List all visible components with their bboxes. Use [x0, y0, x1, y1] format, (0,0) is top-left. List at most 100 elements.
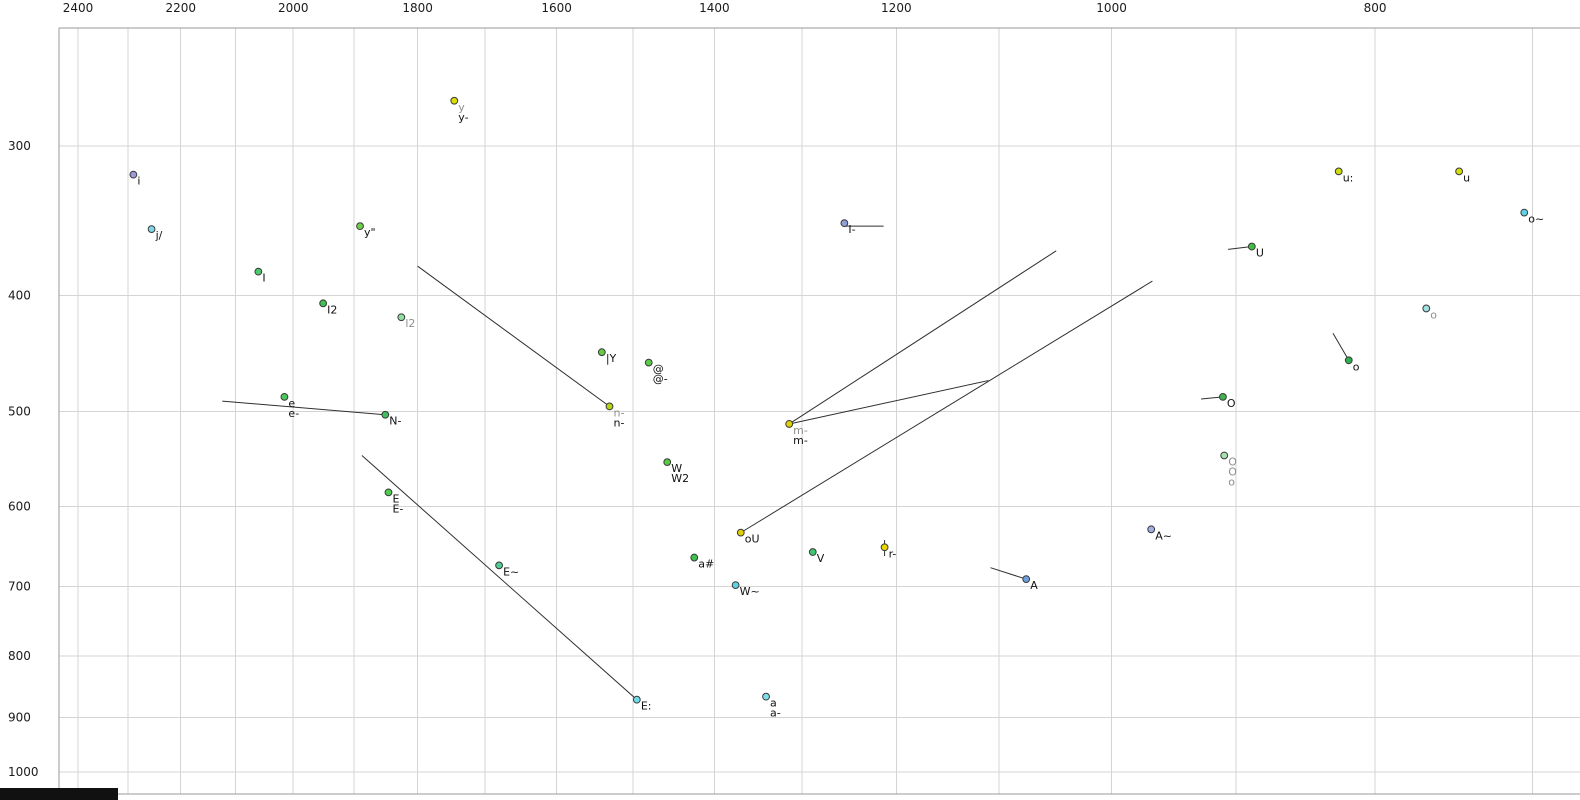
data-point-cap-i-bar[interactable] — [840, 219, 849, 228]
data-point-cap-a[interactable] — [1022, 575, 1031, 584]
point-label-cap-i2: I2 — [327, 303, 337, 316]
data-point-a[interactable] — [762, 692, 770, 701]
data-point-cap-e-nasal[interactable] — [495, 561, 503, 570]
data-point-m[interactable] — [785, 420, 794, 428]
point-label-cap-i: I — [262, 272, 265, 285]
data-point-r[interactable] — [880, 543, 889, 552]
data-point-j-slash[interactable] — [147, 225, 156, 234]
point-label-n: n- — [614, 416, 625, 429]
data-point-cap-w[interactable] — [663, 458, 672, 467]
y-tick-label: 900 — [8, 710, 31, 724]
point-label-cap-o: O — [1227, 397, 1236, 410]
point-label-m: m- — [793, 424, 808, 437]
point-label-cap-u: U — [1256, 247, 1264, 260]
point-label-y: y — [458, 101, 465, 114]
point-label-o-light: o — [1430, 308, 1437, 321]
y-tick-label: 300 — [8, 139, 31, 153]
point-label-ou: oU — [745, 533, 760, 546]
data-point-u[interactable] — [1455, 167, 1464, 176]
point-label-schwa: @ — [653, 363, 664, 376]
point-label-cap-a-nasal: A~ — [1155, 529, 1172, 542]
data-point-cap-n[interactable] — [381, 410, 390, 419]
data-point-schwa[interactable] — [644, 358, 653, 367]
point-label-cap-w-nasal: W~ — [740, 585, 760, 598]
y-tick-label: 600 — [8, 499, 31, 513]
point-label-cap-e-long: E: — [641, 700, 652, 713]
trajectory-line — [361, 455, 638, 701]
point-label-l2: l2 — [405, 317, 415, 330]
data-point-u-long[interactable] — [1334, 167, 1343, 176]
data-point-e[interactable] — [280, 392, 289, 401]
x-tick-label: 1200 — [881, 1, 912, 15]
data-point-y[interactable] — [450, 96, 459, 105]
data-point-cap-e[interactable] — [384, 488, 393, 497]
point-label-u: u — [1463, 171, 1470, 184]
data-point-cap-i2[interactable] — [319, 299, 328, 308]
data-point-cap-a-nasal[interactable] — [1147, 525, 1156, 534]
point-label-o: o — [1353, 360, 1360, 373]
point-label-cap-o-light: O — [1228, 455, 1237, 468]
x-tick-label: 1600 — [541, 1, 572, 15]
y-tick-label: 1000 — [8, 765, 39, 779]
x-tick-label: 2000 — [278, 1, 309, 15]
data-point-ou[interactable] — [736, 528, 745, 537]
point-label-u-long: u: — [1343, 171, 1354, 184]
data-point-cap-e-long[interactable] — [632, 695, 641, 704]
point-label-r: r- — [889, 547, 897, 560]
data-point-n[interactable] — [605, 402, 614, 411]
point-label-a: a- — [770, 707, 781, 720]
data-point-o-light[interactable] — [1422, 304, 1431, 313]
point-label-y-umlaut: y" — [364, 226, 376, 239]
data-point-bar-y[interactable] — [597, 348, 606, 357]
point-label-cap-w: W2 — [671, 472, 689, 485]
data-point-cap-v[interactable] — [808, 548, 817, 556]
point-label-schwa: @- — [653, 373, 668, 386]
trajectory-line — [990, 567, 1027, 580]
x-tick-label: 1800 — [402, 1, 433, 15]
point-label-cap-o-light: o — [1228, 475, 1235, 488]
x-tick-label: 800 — [1364, 1, 1387, 15]
point-label-i: i — [137, 175, 140, 188]
bottom-left-dark-region — [0, 788, 118, 800]
point-label-cap-i-bar: I- — [848, 223, 855, 236]
x-tick-label: 2400 — [63, 1, 94, 15]
y-tick-label: 800 — [8, 649, 31, 663]
point-label-cap-e: E- — [392, 502, 403, 515]
trajectory-line — [788, 250, 1057, 425]
point-label-cap-o-light: O — [1228, 465, 1237, 478]
trajectory-line — [789, 380, 989, 425]
data-point-i[interactable] — [129, 170, 138, 179]
point-label-e: e — [288, 397, 295, 410]
y-tick-label: 400 — [8, 289, 31, 303]
point-label-cap-w: W — [671, 462, 682, 475]
point-label-o-nasal: o~ — [1528, 213, 1544, 226]
data-point-o[interactable] — [1344, 356, 1353, 365]
trajectory-line — [417, 265, 610, 407]
point-label-cap-v: V — [817, 552, 825, 565]
point-label-cap-e: E — [392, 492, 399, 505]
data-point-cap-o-light[interactable] — [1220, 451, 1229, 460]
data-point-cap-i[interactable] — [254, 267, 263, 276]
data-point-a-hash[interactable] — [690, 553, 699, 562]
x-tick-label: 1000 — [1096, 1, 1127, 15]
trajectory-line — [1332, 332, 1350, 361]
point-label-cap-a: A — [1030, 579, 1038, 592]
trajectory-line — [222, 400, 386, 416]
data-point-cap-w-nasal[interactable] — [731, 581, 740, 590]
data-point-y-umlaut[interactable] — [356, 222, 364, 231]
point-label-m: m- — [793, 434, 808, 447]
data-point-l2[interactable] — [397, 313, 406, 322]
point-label-n: n- — [614, 406, 625, 419]
point-label-j-slash: j/ — [155, 229, 163, 242]
point-label-y: y- — [458, 111, 468, 124]
trajectory-line — [740, 280, 1153, 534]
y-tick-label: 500 — [8, 405, 31, 419]
point-label-a: a — [770, 697, 777, 710]
x-tick-label: 2200 — [165, 1, 196, 15]
data-point-o-nasal[interactable] — [1520, 208, 1529, 217]
x-tick-label: 1400 — [699, 1, 730, 15]
data-point-cap-o[interactable] — [1219, 392, 1227, 401]
data-point-cap-u[interactable] — [1247, 242, 1256, 251]
